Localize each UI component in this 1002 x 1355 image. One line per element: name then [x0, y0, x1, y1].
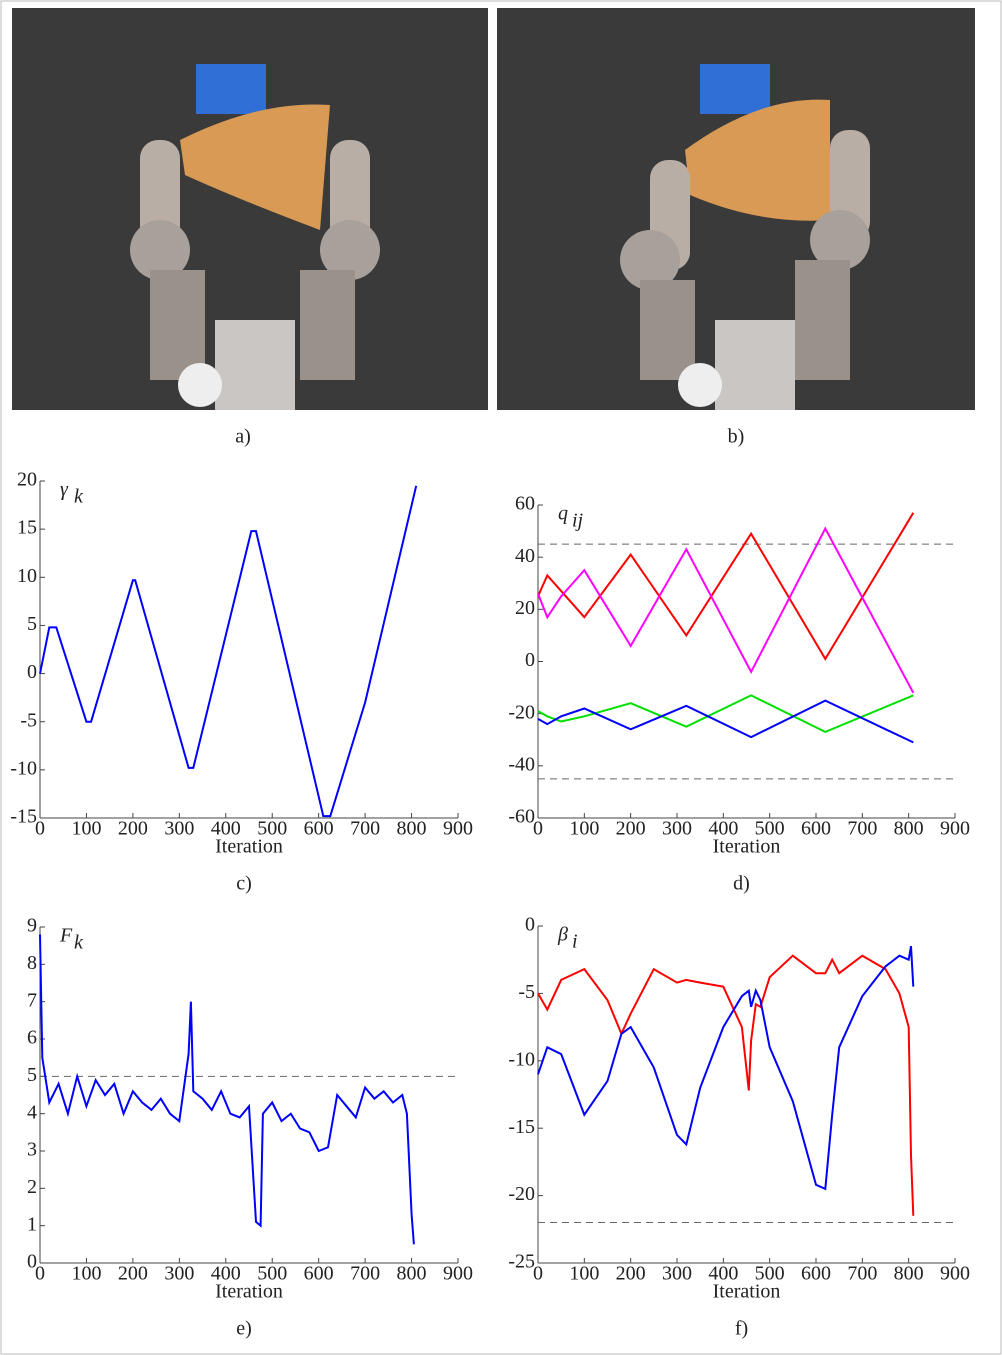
axis-label: Iteration [215, 1281, 283, 1303]
x-tick-label: 700 [847, 818, 877, 840]
y-tick-label: -20 [508, 1183, 535, 1205]
y-tick-label: -60 [508, 806, 535, 828]
y-tick-label: 40 [515, 545, 535, 567]
annotation-sub: ij [572, 510, 584, 532]
x-tick-label: 300 [164, 1263, 194, 1285]
y-tick-label: -5 [518, 981, 535, 1003]
x-tick-label: 800 [397, 818, 427, 840]
series-line [538, 956, 913, 1216]
y-tick-label: 2 [27, 1176, 37, 1198]
annotation-sub: k [74, 486, 84, 508]
x-tick-label: 100 [71, 818, 101, 840]
series-line [40, 486, 416, 816]
caption: d) [733, 873, 750, 895]
caption: f) [735, 1318, 748, 1340]
x-tick-label: 300 [662, 818, 692, 840]
x-tick-label: 300 [164, 818, 194, 840]
x-tick-label: 600 [801, 1263, 831, 1285]
x-tick-label: 200 [616, 818, 646, 840]
annotation: q [558, 503, 568, 525]
x-tick-label: 200 [118, 818, 148, 840]
caption: a) [235, 426, 251, 448]
y-tick-label: -5 [20, 709, 37, 731]
photo-a [12, 8, 488, 410]
y-tick-label: 20 [515, 597, 535, 619]
caption: c) [236, 873, 252, 895]
x-tick-label: 300 [662, 1263, 692, 1285]
annotation: β [557, 924, 568, 946]
caption: b) [728, 426, 745, 448]
x-tick-label: 200 [616, 1263, 646, 1285]
x-tick-label: 100 [569, 818, 599, 840]
x-tick-label: 800 [894, 818, 924, 840]
y-tick-label: -10 [508, 1048, 535, 1070]
x-tick-label: 0 [35, 1263, 45, 1285]
y-tick-label: -40 [508, 753, 535, 775]
y-tick-label: 15 [17, 517, 37, 539]
x-tick-label: 800 [397, 1263, 427, 1285]
figure: a) b) -15-10-505101520010020030040050060… [0, 0, 1002, 1355]
y-tick-label: 0 [27, 661, 37, 683]
x-tick-label: 900 [443, 818, 473, 840]
y-tick-label: 8 [27, 952, 37, 974]
axis-label: Iteration [713, 836, 781, 858]
photo-b [497, 8, 975, 410]
x-tick-label: 700 [350, 818, 380, 840]
x-tick-label: 100 [71, 1263, 101, 1285]
y-tick-label: 6 [27, 1027, 37, 1049]
y-tick-label: 5 [27, 613, 37, 635]
y-tick-label: 10 [17, 565, 37, 587]
x-tick-label: 600 [801, 818, 831, 840]
annotation-sub: k [74, 932, 84, 954]
x-tick-label: 600 [304, 818, 334, 840]
y-tick-label: -10 [10, 757, 37, 779]
x-tick-label: 0 [35, 818, 45, 840]
axis-label: Iteration [713, 1281, 781, 1303]
y-tick-label: -15 [508, 1116, 535, 1138]
y-tick-label: -25 [508, 1251, 535, 1273]
y-tick-label: 0 [525, 649, 535, 671]
y-tick-label: -15 [10, 806, 37, 828]
x-tick-label: 900 [940, 818, 970, 840]
series-line [538, 529, 913, 693]
x-tick-label: 900 [443, 1263, 473, 1285]
y-tick-label: 60 [515, 493, 535, 515]
y-tick-label: 7 [27, 989, 37, 1011]
x-tick-label: 100 [569, 1263, 599, 1285]
x-tick-label: 700 [847, 1263, 877, 1285]
x-tick-label: 900 [940, 1263, 970, 1285]
y-tick-label: 20 [17, 469, 37, 491]
x-tick-label: 800 [894, 1263, 924, 1285]
caption: e) [236, 1318, 252, 1340]
y-tick-label: 0 [525, 914, 535, 936]
y-tick-label: 1 [27, 1213, 37, 1235]
y-tick-label: -20 [508, 701, 535, 723]
x-tick-label: 600 [304, 1263, 334, 1285]
y-tick-label: 9 [27, 915, 37, 937]
annotation: γ [60, 479, 69, 501]
x-tick-label: 700 [350, 1263, 380, 1285]
annotation: F [59, 925, 73, 947]
x-tick-label: 0 [533, 1263, 543, 1285]
series-line [40, 935, 414, 1245]
y-tick-label: 3 [27, 1139, 37, 1161]
y-tick-label: 4 [27, 1101, 37, 1123]
annotation-sub: i [572, 931, 578, 953]
y-tick-label: 5 [27, 1064, 37, 1086]
axis-label: Iteration [215, 836, 283, 858]
x-tick-label: 0 [533, 818, 543, 840]
x-tick-label: 200 [118, 1263, 148, 1285]
